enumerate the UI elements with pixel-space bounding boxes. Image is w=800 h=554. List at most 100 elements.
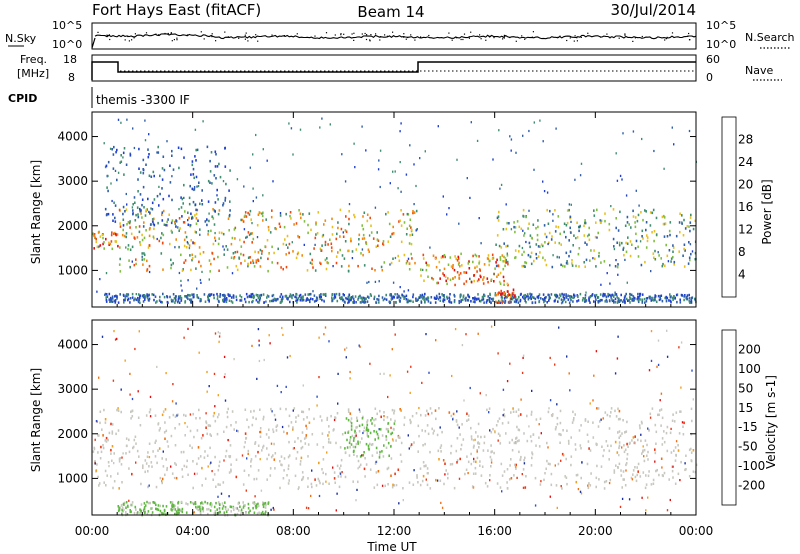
- power-cell: [472, 254, 474, 258]
- power-cell: [123, 298, 125, 302]
- power-cell: [566, 262, 569, 265]
- velocity-cell: [138, 455, 140, 458]
- velocity-cell-sparse: [485, 394, 487, 397]
- power-cell: [551, 265, 554, 269]
- power-cell: [668, 229, 671, 233]
- velocity-cell: [344, 431, 347, 435]
- velocity-cell: [349, 446, 351, 449]
- velocity-cell: [357, 480, 359, 484]
- velocity-cell: [375, 471, 378, 474]
- velocity-cell-sparse: [305, 506, 308, 509]
- power-cell: [412, 211, 414, 215]
- velocity-cell: [506, 487, 509, 490]
- velocity-cell: [647, 450, 649, 454]
- power-cell: [142, 158, 145, 162]
- velocity-cell: [100, 445, 102, 449]
- velocity-cell: [157, 449, 159, 452]
- velocity-cell: [621, 432, 623, 435]
- power-cell-sparse: [600, 283, 602, 286]
- velocity-cell: [625, 430, 628, 433]
- power-cell: [473, 279, 475, 283]
- power-cell: [225, 297, 228, 300]
- power-cell: [347, 269, 350, 273]
- velocity-cell: [311, 485, 313, 489]
- power-cell-sparse: [226, 298, 228, 301]
- power-cell: [419, 294, 422, 297]
- velocity-cell: [365, 463, 368, 466]
- power-cell: [236, 268, 239, 272]
- velocity-cell: [94, 460, 96, 463]
- velocity-cell: [354, 435, 356, 438]
- power-cell: [644, 301, 646, 304]
- power-cell: [252, 259, 254, 262]
- velocity-cell: [269, 467, 272, 470]
- power-cell: [639, 294, 641, 298]
- velocity-cell-sparse: [678, 346, 680, 349]
- power-cell: [238, 256, 240, 259]
- power-cell-sparse: [638, 204, 640, 207]
- power-cell-sparse: [377, 168, 380, 171]
- velocity-cell-sparse: [193, 472, 196, 475]
- velocity-cell: [606, 413, 609, 417]
- power-cell: [214, 236, 216, 240]
- velocity-cell: [356, 425, 358, 429]
- velocity-cell-sparse: [589, 402, 591, 405]
- velocity-cell-sparse: [256, 377, 258, 380]
- power-cell: [348, 210, 350, 213]
- velocity-cell: [366, 420, 368, 424]
- velocity-cell-sparse: [165, 372, 167, 375]
- velocity-cell-sparse: [206, 390, 208, 393]
- power-cell-sparse: [126, 118, 128, 121]
- velocity-cell: [559, 441, 561, 444]
- power-cell: [668, 249, 671, 252]
- velocity-cell: [675, 454, 677, 457]
- power-cell: [499, 271, 502, 275]
- velocity-cell: [489, 474, 491, 477]
- power-cell: [649, 224, 652, 227]
- velocity-cell: [147, 510, 150, 513]
- power-cell-sparse: [378, 159, 380, 162]
- power-cell-sparse: [448, 207, 450, 210]
- velocity-cell: [266, 447, 268, 450]
- power-cell: [523, 297, 526, 300]
- velocity-cell: [642, 471, 645, 474]
- power-cell: [143, 221, 145, 224]
- velocity-cell: [464, 472, 466, 476]
- velocity-cell: [262, 501, 264, 504]
- velocity-cell: [391, 431, 394, 435]
- velocity-cell: [512, 410, 515, 413]
- power-cell: [162, 197, 165, 201]
- power-cell: [224, 165, 227, 168]
- power-cell: [458, 301, 461, 305]
- freq-right-tick-top: 60: [706, 53, 720, 66]
- velocity-cell-sparse: [122, 452, 124, 455]
- power-cell: [524, 261, 526, 264]
- x-axis-title: Time UT: [366, 540, 417, 554]
- power-cell: [420, 268, 422, 271]
- velocity-cell: [613, 469, 616, 472]
- power-cell: [462, 294, 465, 297]
- power-cell: [549, 209, 551, 213]
- power-cell-sparse: [183, 196, 185, 199]
- power-cell-sparse: [171, 175, 173, 178]
- noise-search-dot: [133, 37, 135, 39]
- velocity-cell: [300, 447, 303, 450]
- velocity-cell: [466, 412, 468, 415]
- velocity-cell: [387, 483, 389, 486]
- power-cell-sparse: [114, 169, 117, 172]
- velocity-cell-sparse: [134, 347, 136, 351]
- power-cell: [147, 197, 149, 201]
- velocity-cell: [470, 462, 473, 466]
- velocity-cell-sparse: [93, 448, 96, 451]
- velocity-cell: [587, 440, 590, 443]
- power-cell: [195, 212, 198, 216]
- velocity-cell: [178, 508, 181, 511]
- power-cell: [453, 299, 456, 302]
- velocity-cell-sparse: [220, 492, 223, 495]
- velocity-cell: [319, 415, 322, 418]
- noise-search-dot: [463, 33, 466, 35]
- power-cell: [228, 294, 230, 298]
- velocity-cell: [310, 482, 313, 486]
- power-cell-sparse: [354, 166, 356, 169]
- power-cell: [110, 298, 113, 301]
